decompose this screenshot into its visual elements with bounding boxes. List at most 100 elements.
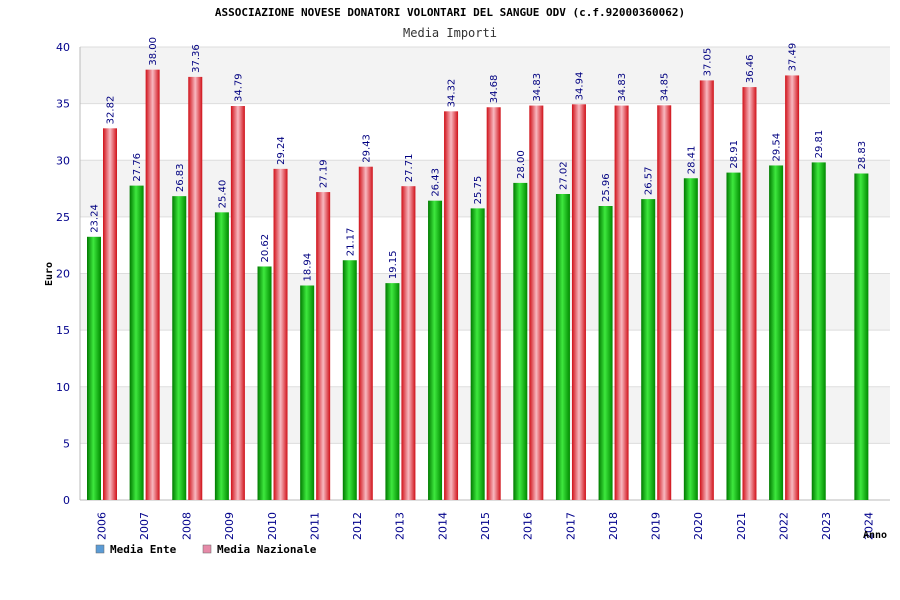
bar-media-nazionale — [529, 105, 544, 501]
bar-media-ente — [300, 285, 315, 500]
y-tick-label: 40 — [56, 41, 70, 54]
x-tick-label: 2008 — [181, 512, 194, 540]
data-label: 26.57 — [644, 166, 655, 195]
data-label: 29.54 — [772, 133, 783, 162]
bar-media-nazionale — [742, 87, 757, 500]
bar-media-nazionale — [230, 106, 245, 501]
data-label: 37.49 — [788, 43, 799, 72]
x-tick-label: 2015 — [479, 512, 492, 540]
y-tick-label: 0 — [63, 494, 70, 507]
x-tick-label: 2007 — [138, 512, 151, 540]
x-tick-label: 2011 — [308, 512, 321, 540]
bar-media-nazionale — [614, 105, 629, 501]
data-label: 25.40 — [217, 180, 228, 209]
legend-label: Media Ente — [110, 543, 177, 556]
bar-media-nazionale — [444, 111, 459, 501]
data-label: 28.91 — [729, 140, 740, 169]
data-label: 34.83 — [617, 73, 628, 102]
data-label: 29.81 — [814, 130, 825, 159]
legend: Media Ente Media Nazionale — [95, 543, 317, 556]
x-tick-label: 2021 — [735, 512, 748, 540]
x-axis-label: Anno — [863, 530, 887, 541]
data-label: 28.00 — [516, 150, 527, 179]
data-label: 34.32 — [447, 79, 458, 108]
x-tick-label: 2023 — [820, 512, 833, 540]
bar-media-ente — [172, 196, 187, 500]
chart-subtitle: Media Importi — [403, 26, 497, 40]
data-label: 28.41 — [686, 146, 697, 175]
data-label: 20.62 — [260, 234, 271, 263]
bar-media-nazionale — [486, 107, 501, 501]
data-label: 26.83 — [175, 164, 186, 193]
bar-media-nazionale — [145, 69, 160, 501]
bar-media-ente — [641, 199, 656, 500]
data-labels: 23.24 32.82 27.76 38.00 26.83 37.36 25.40 34.79… — [90, 37, 868, 281]
data-label: 34.85 — [660, 73, 671, 102]
data-label: 36.46 — [745, 54, 756, 83]
x-tick-label: 2006 — [95, 512, 108, 540]
data-label: 34.94 — [574, 72, 585, 101]
bar-media-ente — [428, 200, 443, 501]
bar-media-ente — [385, 283, 400, 500]
bar-media-nazionale — [657, 105, 672, 500]
bar-media-ente — [811, 162, 826, 501]
data-label: 27.76 — [132, 153, 143, 182]
data-label: 34.79 — [233, 73, 244, 102]
data-label: 21.17 — [345, 228, 356, 257]
bar-media-nazionale — [273, 168, 288, 500]
bar-media-ente — [87, 236, 101, 500]
y-tick-label: 35 — [56, 98, 70, 111]
y-tick-label: 5 — [63, 437, 70, 450]
data-label: 37.05 — [702, 48, 713, 77]
legend-swatch — [202, 544, 212, 554]
x-tick-label: 2016 — [522, 512, 535, 540]
bar-media-ente — [129, 185, 144, 501]
bar-media-nazionale — [103, 128, 117, 500]
data-label: 19.15 — [388, 250, 399, 279]
data-label: 27.19 — [319, 159, 330, 188]
data-label: 38.00 — [148, 37, 159, 66]
y-tick-label: 10 — [56, 381, 70, 394]
bar-media-nazionale — [316, 192, 331, 501]
bar-media-nazionale — [401, 186, 416, 500]
x-tick-label: 2009 — [223, 512, 236, 540]
bars — [87, 69, 869, 501]
data-label: 34.83 — [532, 73, 543, 102]
data-label: 32.82 — [106, 96, 117, 125]
x-tick-label: 2022 — [777, 512, 790, 540]
x-tick-label: 2013 — [394, 512, 407, 540]
y-axis-ticks: 0 5 10 15 20 25 30 35 40 — [56, 41, 70, 507]
y-tick-label: 15 — [56, 324, 70, 337]
x-axis-ticks: 2006 2007 2008 2009 2010 2011 2012 2013 2014 2015… — [95, 512, 875, 540]
legend-label: Media Nazionale — [217, 543, 317, 556]
bar-media-ente — [342, 260, 357, 500]
data-label: 25.96 — [601, 173, 612, 202]
bar-media-ente — [513, 182, 528, 500]
data-label: 23.24 — [90, 204, 101, 233]
x-tick-label: 2012 — [351, 512, 364, 540]
y-tick-label: 20 — [56, 268, 70, 281]
bar-media-ente — [470, 208, 485, 500]
data-label: 34.68 — [489, 75, 500, 104]
bar-media-ente — [257, 266, 272, 500]
y-tick-label: 25 — [56, 211, 70, 224]
bar-media-nazionale — [358, 166, 373, 500]
data-label: 26.43 — [431, 168, 442, 197]
data-label: 18.94 — [303, 253, 314, 282]
data-label: 28.83 — [857, 141, 868, 170]
data-label: 29.43 — [361, 134, 372, 163]
bar-media-ente — [854, 173, 869, 500]
data-label: 27.71 — [404, 154, 415, 183]
legend-swatch — [95, 544, 105, 554]
bar-media-ente — [214, 212, 229, 500]
x-tick-label: 2017 — [564, 512, 577, 540]
chart-title: ASSOCIAZIONE NOVESE DONATORI VOLONTARI D… — [215, 6, 685, 19]
bar-media-nazionale — [188, 76, 203, 500]
bar-media-ente — [683, 178, 698, 500]
y-tick-label: 30 — [56, 154, 70, 167]
data-label: 27.02 — [558, 161, 569, 190]
x-tick-label: 2019 — [650, 512, 663, 540]
data-label: 25.75 — [473, 176, 484, 205]
x-tick-label: 2018 — [607, 512, 620, 540]
